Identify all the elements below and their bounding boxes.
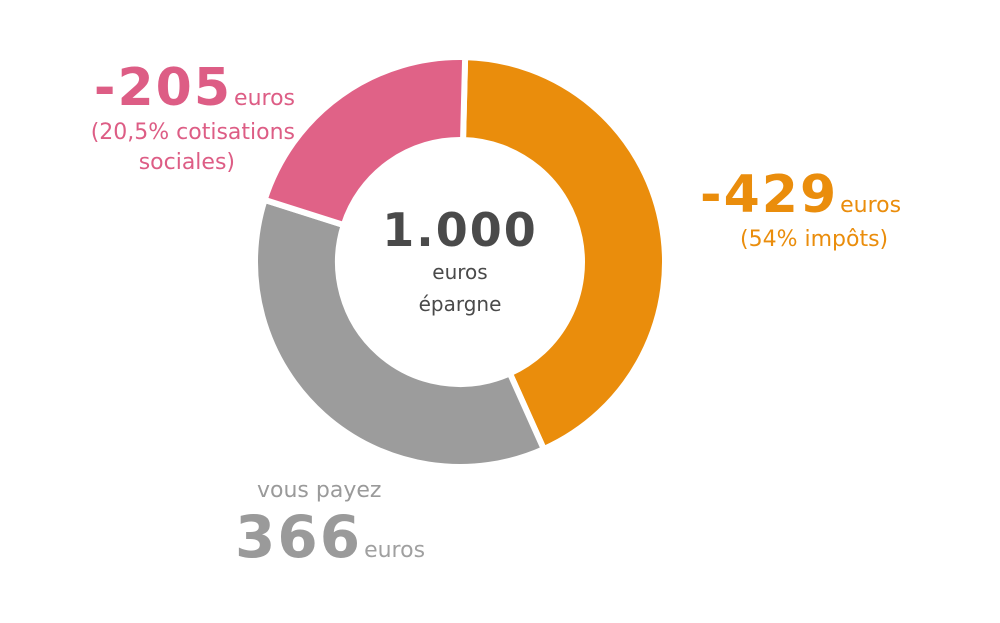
center-line-1: euros [432, 259, 488, 284]
slice-taxes [459, 53, 668, 454]
pay-unit: euros [364, 538, 426, 563]
center-line-2: épargne [418, 291, 502, 316]
donut-center: 1.000 euros épargne [380, 205, 540, 320]
slice-social [260, 54, 469, 229]
pay-amount: 366 [235, 503, 363, 571]
social-note-line-2: sociales) [138, 149, 235, 175]
tax-note: (54% impôts) [740, 227, 889, 252]
social-note-line-1: (20,5% cotisations [90, 120, 295, 145]
pay-intro: vous payez [257, 478, 382, 503]
label-social-contributions: -205euros (20,5% cotisations sociales) [60, 58, 295, 177]
label-taxes: -429euros (54% impôts) [700, 165, 901, 255]
tax-amount: -429 [700, 165, 839, 225]
label-you-pay: vous payez 366euros [235, 478, 425, 571]
center-total: 1.000 [382, 203, 538, 257]
slice-you-pay [252, 196, 548, 470]
tax-unit: euros [840, 193, 902, 218]
social-amount: -205 [93, 58, 233, 118]
social-unit: euros [234, 86, 295, 111]
